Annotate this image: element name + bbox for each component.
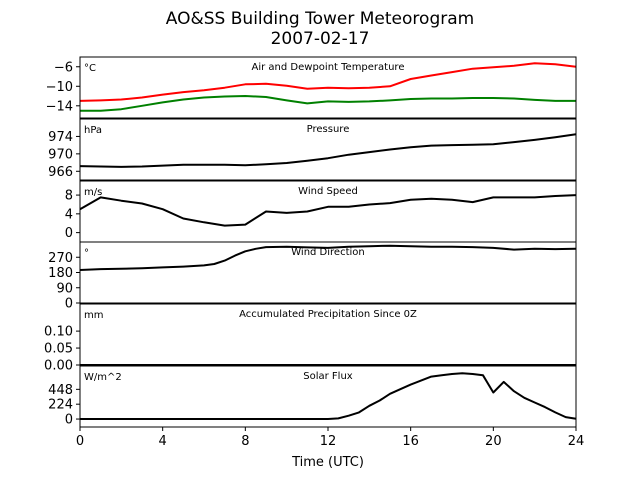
y-tick-label: 4 <box>65 207 73 222</box>
panel-unit: °C <box>84 63 96 74</box>
y-tick-label: 180 <box>48 266 73 281</box>
series-line-0-1 <box>80 95 576 112</box>
y-tick-label: 974 <box>48 130 73 145</box>
x-tick-label: 12 <box>320 434 337 449</box>
chart-subtitle: 2007-02-17 <box>271 29 370 49</box>
panel-unit: W/m^2 <box>84 372 122 383</box>
panel-unit: ° <box>84 248 89 259</box>
panel-unit: mm <box>84 310 103 321</box>
chart-title: AO&SS Building Tower Meteorogram <box>166 9 474 29</box>
x-tick-label: 20 <box>485 434 502 449</box>
y-tick-label: 0.00 <box>44 359 73 374</box>
y-tick-label: 966 <box>48 165 73 180</box>
y-tick-label: 8 <box>65 189 73 204</box>
y-tick-label: 970 <box>48 147 73 162</box>
panel-frame <box>79 118 577 181</box>
y-tick-label: −14 <box>46 99 73 114</box>
panels: −6 −10 −14 °C Air and Dewpoint Temperature 97… <box>44 56 577 428</box>
panel-unit: hPa <box>84 125 102 136</box>
x-tick-label: 24 <box>568 434 585 449</box>
panel-title: Accumulated Precipitation Since 0Z <box>239 309 417 320</box>
y-tick-label: 448 <box>48 383 73 398</box>
panel-title: Solar Flux <box>303 371 353 382</box>
y-tick-label: 0 <box>65 413 73 428</box>
panel-title: Air and Dewpoint Temperature <box>252 62 405 73</box>
y-tick-label: 90 <box>56 281 73 296</box>
panel-unit: m/s <box>84 187 102 198</box>
panel-frame <box>79 303 577 366</box>
x-axis: 0 4 8 12 16 20 24 <box>76 427 584 449</box>
series-line-5-0 <box>80 372 577 420</box>
y-tick-label: 0.10 <box>44 325 73 340</box>
panel-title: Pressure <box>307 124 350 135</box>
y-tick-label: 224 <box>48 398 73 413</box>
y-tick-label: 0.05 <box>44 342 73 357</box>
panel-4: 0.10 0.05 0.00 mm Accumulated Precipitation … <box>44 303 577 374</box>
y-tick-label: 0 <box>65 297 73 312</box>
series-line-1-0 <box>79 133 577 168</box>
x-tick-label: 16 <box>402 434 419 449</box>
panel-title: Wind Speed <box>298 186 358 197</box>
x-tick-label: 4 <box>159 434 167 449</box>
panel-1: 974 970 966 hPa Pressure <box>48 118 577 181</box>
series-line-2-0 <box>79 194 577 227</box>
x-axis-label: Time (UTC) <box>291 455 364 470</box>
x-tick-label: 8 <box>241 434 249 449</box>
panel-0: −6 −10 −14 °C Air and Dewpoint Temperature <box>46 56 577 119</box>
panel-title: Wind Direction <box>291 247 365 258</box>
y-tick-label: 0 <box>65 226 73 241</box>
y-tick-label: 270 <box>48 251 73 266</box>
panel-frame <box>79 56 577 119</box>
y-tick-label: −6 <box>54 60 73 75</box>
y-tick-label: −10 <box>46 80 73 95</box>
panel-2: 8 4 0 m/s Wind Speed <box>65 180 577 243</box>
series-line-3-0 <box>79 244 577 271</box>
series-line-0-0 <box>79 62 577 102</box>
x-tick-label: 0 <box>76 434 84 449</box>
